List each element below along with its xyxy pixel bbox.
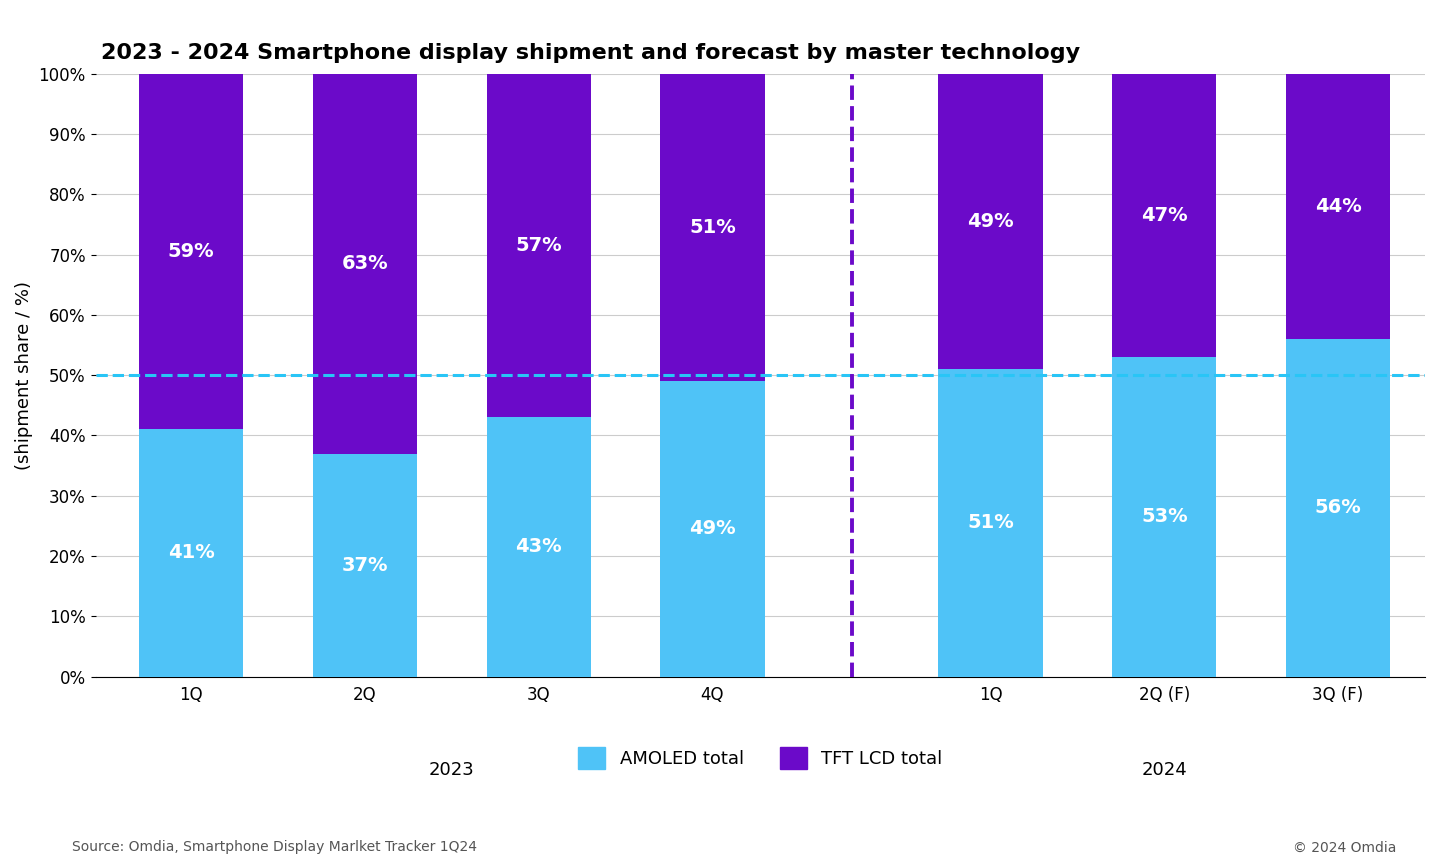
Text: 2023: 2023 <box>429 761 475 779</box>
Text: 53%: 53% <box>1140 507 1188 526</box>
Text: 2024: 2024 <box>1142 761 1187 779</box>
Text: 43%: 43% <box>516 538 562 557</box>
Bar <box>487 73 590 418</box>
Text: 44%: 44% <box>1315 197 1361 216</box>
Text: 59%: 59% <box>168 243 215 261</box>
Text: 37%: 37% <box>341 556 389 575</box>
Text: 51%: 51% <box>968 513 1014 532</box>
Bar <box>939 73 1043 369</box>
Bar <box>1112 357 1217 677</box>
Bar <box>939 369 1043 677</box>
Bar <box>661 73 765 381</box>
Bar <box>1112 73 1217 357</box>
Text: © 2024 Omdia: © 2024 Omdia <box>1293 841 1397 854</box>
Text: 49%: 49% <box>968 212 1014 231</box>
Text: 49%: 49% <box>690 520 736 539</box>
Y-axis label: (shipment share / %): (shipment share / %) <box>14 280 33 469</box>
Bar <box>1286 339 1390 677</box>
Bar <box>312 73 418 454</box>
Bar <box>487 418 590 677</box>
Text: 41%: 41% <box>167 544 215 563</box>
Text: 56%: 56% <box>1315 498 1361 517</box>
Bar <box>312 454 418 677</box>
Text: Source: Omdia, Smartphone Display Marlket Tracker 1Q24: Source: Omdia, Smartphone Display Marlke… <box>72 841 477 854</box>
Bar <box>140 73 243 430</box>
Bar <box>1286 73 1390 339</box>
Text: 47%: 47% <box>1140 206 1188 225</box>
Text: 57%: 57% <box>516 236 562 255</box>
Legend: AMOLED total, TFT LCD total: AMOLED total, TFT LCD total <box>570 740 950 776</box>
Bar <box>661 381 765 677</box>
Text: 63%: 63% <box>341 255 389 274</box>
Bar <box>140 430 243 677</box>
Text: 51%: 51% <box>690 218 736 237</box>
Text: 2023 - 2024 Smartphone display shipment and forecast by master technology: 2023 - 2024 Smartphone display shipment … <box>101 43 1080 63</box>
